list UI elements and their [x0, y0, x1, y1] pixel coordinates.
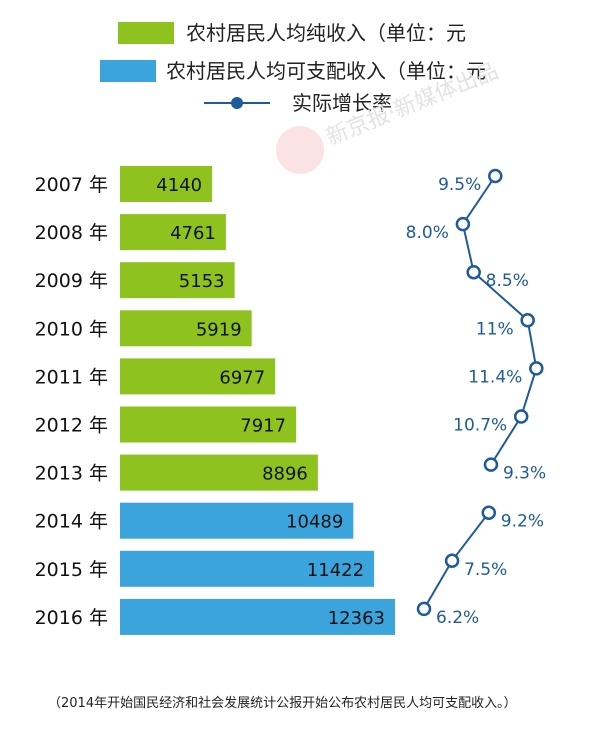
year-label: 2011 年	[35, 366, 108, 388]
rate-label: 7.5%	[464, 560, 507, 580]
rate-label: 6.2%	[436, 608, 479, 628]
legend-label-line: 实际增长率	[292, 91, 392, 115]
bar-value-label: 12363	[328, 608, 385, 629]
legend-label-blue: 农村居民人均可支配收入（单位：元	[166, 59, 486, 83]
year-label: 2013 年	[35, 463, 108, 485]
bar-value-label: 4140	[156, 175, 202, 196]
rate-point	[529, 361, 544, 376]
rate-point	[488, 168, 503, 184]
rate-label: 8.0%	[406, 223, 449, 243]
income-bar	[120, 214, 226, 251]
rate-point	[520, 313, 535, 328]
rate-point	[481, 505, 497, 520]
bar-value-label: 5919	[196, 319, 242, 340]
rate-label: 10.7%	[453, 416, 507, 436]
income-bar	[120, 406, 297, 443]
rate-point	[455, 216, 471, 232]
income-bar	[120, 598, 395, 635]
bar-value-label: 7917	[240, 416, 286, 437]
legend-label-green: 农村居民人均纯收入（单位：元	[186, 21, 466, 45]
year-label: 2014 年	[35, 511, 108, 533]
bar-value-label: 6977	[219, 367, 265, 388]
bar-group: 4140 2007 年 4761 2008 年 5153 2009 年 5919 2010 年…	[35, 166, 395, 635]
rate-point	[416, 601, 432, 617]
income-bar	[120, 550, 375, 587]
watermark-logo-icon	[276, 126, 324, 174]
bar-value-label: 4761	[170, 223, 216, 244]
footnote: （2014年开始国民经济和社会发展统计公报开始公布农村居民人均可支配收入。）	[48, 695, 517, 711]
rate-label: 9.5%	[438, 175, 481, 195]
rate-label: 9.3%	[503, 464, 546, 484]
year-label: 2016 年	[35, 607, 108, 629]
bar-value-label: 5153	[179, 271, 225, 292]
rate-label: 11%	[476, 319, 514, 339]
rate-point	[513, 409, 529, 424]
year-label: 2010 年	[35, 318, 108, 340]
rate-point	[466, 264, 481, 280]
legend-line-marker	[231, 97, 243, 109]
income-bar	[120, 358, 276, 395]
year-label: 2015 年	[35, 559, 108, 581]
income-bar	[120, 502, 354, 539]
year-label: 2012 年	[35, 415, 108, 437]
income-bar	[120, 262, 235, 299]
bar-value-label: 10489	[286, 512, 343, 533]
bar-value-label: 8896	[262, 464, 308, 485]
rate-point	[444, 553, 460, 569]
bar-value-label: 11422	[307, 560, 364, 581]
rate-label: 9.2%	[501, 512, 544, 532]
rate-label: 8.5%	[486, 271, 529, 291]
income-bar	[120, 310, 252, 347]
income-bar	[120, 166, 213, 202]
income-bar	[120, 454, 318, 491]
legend-swatch-blue	[100, 60, 156, 82]
legend-swatch-green	[118, 22, 174, 44]
year-label: 2008 年	[35, 222, 108, 244]
year-label: 2007 年	[35, 174, 108, 196]
rate-label: 11.4%	[468, 367, 522, 387]
rate-line-group: 9.5% 8.0% 8.5% 11% 11.4% 10.7% 9.3% 9.2% 7.5% 6.2…	[406, 168, 546, 628]
year-label: 2009 年	[35, 270, 108, 292]
rate-point	[483, 457, 499, 472]
